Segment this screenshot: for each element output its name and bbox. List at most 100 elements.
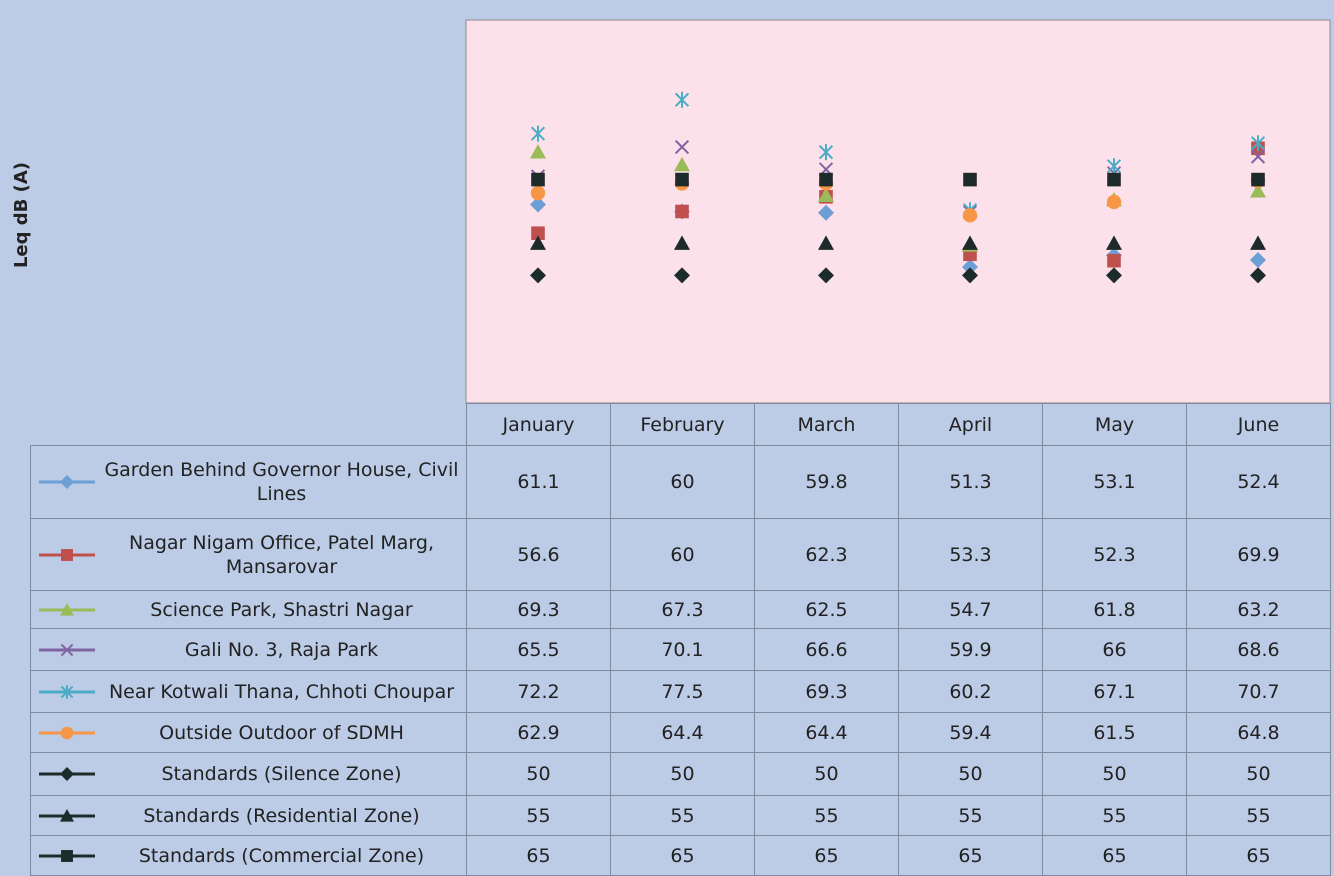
marker-shape — [1250, 252, 1266, 269]
marker — [962, 235, 978, 250]
category-header: June — [1186, 403, 1331, 446]
marker-shape — [530, 144, 546, 159]
marker-shape — [962, 235, 978, 250]
table-value: 55 — [1042, 795, 1187, 836]
table-value: 51.3 — [898, 445, 1043, 519]
table-value: 65 — [898, 835, 1043, 876]
marker — [675, 172, 689, 187]
table-value: 60 — [610, 518, 755, 591]
marker-shape — [61, 849, 73, 862]
table-value: 61.5 — [1042, 712, 1187, 753]
marker — [962, 267, 978, 284]
marker — [819, 172, 833, 187]
marker-shape — [675, 204, 689, 219]
table-value: 59.4 — [898, 712, 1043, 753]
legend-label: Garden Behind Governor House, Civil Line… — [104, 459, 459, 505]
marker — [818, 187, 834, 202]
marker-shape — [1250, 149, 1266, 164]
marker — [530, 235, 546, 250]
legend-entry: Outside Outdoor of SDMH — [30, 712, 467, 753]
legend-entry: Garden Behind Governor House, Civil Line… — [30, 445, 467, 519]
marker-shape — [962, 267, 978, 284]
marker — [962, 259, 978, 276]
legend-label: Standards (Silence Zone) — [161, 763, 402, 785]
marker — [818, 267, 834, 284]
category-header: April — [898, 403, 1043, 446]
marker — [818, 144, 834, 161]
table-value: 50 — [1186, 752, 1331, 796]
marker — [60, 602, 74, 616]
table-value: 72.2 — [466, 670, 611, 713]
marker — [1106, 194, 1122, 210]
legend-entry: Near Kotwali Thana, Chhoti Choupar — [30, 670, 467, 713]
marker-shape — [1106, 158, 1122, 175]
marker — [1107, 172, 1121, 187]
marker-shape — [818, 187, 834, 202]
marker — [1107, 253, 1121, 268]
table-value: 50 — [754, 752, 899, 796]
marker — [530, 185, 546, 201]
legend-entry: Standards (Silence Zone) — [30, 752, 467, 796]
table-value: 62.3 — [754, 518, 899, 591]
table-value: 52.4 — [1186, 445, 1331, 519]
table-value: 59.8 — [754, 445, 899, 519]
marker-shape — [530, 125, 546, 142]
marker — [60, 808, 74, 822]
table-value: 68.6 — [1186, 628, 1331, 671]
table-value: 62.9 — [466, 712, 611, 753]
marker-shape — [1250, 183, 1266, 198]
table-value: 65 — [1186, 835, 1331, 876]
marker — [1106, 267, 1122, 284]
marker — [530, 196, 546, 213]
table-value: 69.3 — [754, 670, 899, 713]
marker-shape — [60, 767, 74, 781]
marker — [818, 235, 834, 250]
marker — [675, 204, 689, 219]
marker — [61, 548, 73, 561]
marker-shape — [60, 602, 74, 616]
marker-shape — [675, 172, 689, 187]
marker-shape — [530, 267, 546, 284]
marker-shape — [818, 235, 834, 250]
marker-shape — [674, 139, 690, 155]
marker — [1250, 267, 1266, 284]
legend-label: Gali No. 3, Raja Park — [184, 638, 379, 661]
marker-shape — [60, 684, 74, 699]
legend-key — [39, 808, 95, 822]
table-value: 69.9 — [1186, 518, 1331, 591]
table-value: 50 — [1042, 752, 1187, 796]
marker-shape — [674, 267, 690, 284]
marker — [60, 726, 74, 739]
table-value: 66 — [1042, 628, 1187, 671]
marker — [1250, 149, 1266, 164]
marker-shape — [818, 267, 834, 284]
table-value: 65 — [754, 835, 899, 876]
table-value: 55 — [466, 795, 611, 836]
marker-shape — [1106, 235, 1122, 250]
table-value: 70.1 — [610, 628, 755, 671]
y-axis-title: Leq dB (A) — [11, 162, 32, 268]
marker — [531, 226, 545, 241]
legend-entry: Nagar Nigam Office, Patel Marg, Mansarov… — [30, 518, 467, 591]
marker — [1250, 183, 1266, 198]
marker — [60, 684, 74, 699]
table-value: 64.4 — [754, 712, 899, 753]
marker — [674, 139, 690, 155]
marker-shape — [1107, 253, 1121, 268]
table-value: 60.2 — [898, 670, 1043, 713]
marker — [674, 91, 690, 108]
legend-key — [39, 767, 95, 781]
marker — [1250, 135, 1266, 152]
marker — [531, 172, 545, 187]
table-value: 50 — [466, 752, 611, 796]
table-value: 65 — [610, 835, 755, 876]
legend-key — [39, 643, 95, 656]
marker-shape — [1107, 172, 1121, 187]
category-header: January — [466, 403, 611, 446]
table-value: 61.1 — [466, 445, 611, 519]
marker-shape — [1106, 267, 1122, 284]
marker — [530, 267, 546, 284]
marker-shape — [1251, 172, 1265, 187]
table-value: 54.7 — [898, 590, 1043, 629]
table-value: 55 — [898, 795, 1043, 836]
